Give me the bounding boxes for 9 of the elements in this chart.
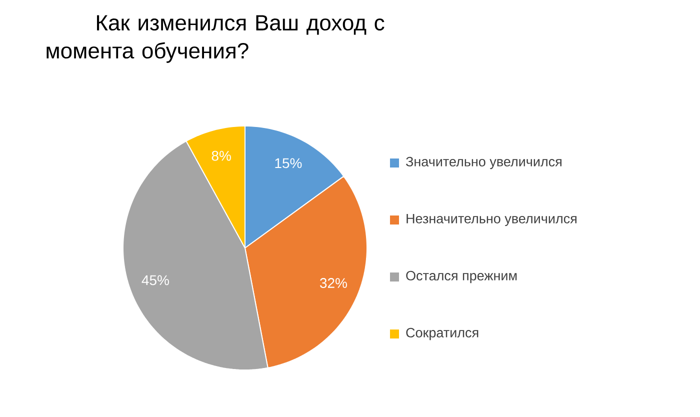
data-label: 45% xyxy=(142,275,169,286)
legend-label: Незначительно увеличился xyxy=(406,214,576,226)
legend-label: Значительно увеличился xyxy=(406,156,562,170)
chart-title: Как изменился Ваш доход с момента обучения? xyxy=(46,15,384,63)
legend-label: Сократился xyxy=(406,328,478,340)
data-label: 8% xyxy=(212,150,231,161)
data-label: 32% xyxy=(320,278,347,288)
data-label: 15% xyxy=(275,158,302,168)
legend-label: Остался прежним xyxy=(406,270,517,284)
